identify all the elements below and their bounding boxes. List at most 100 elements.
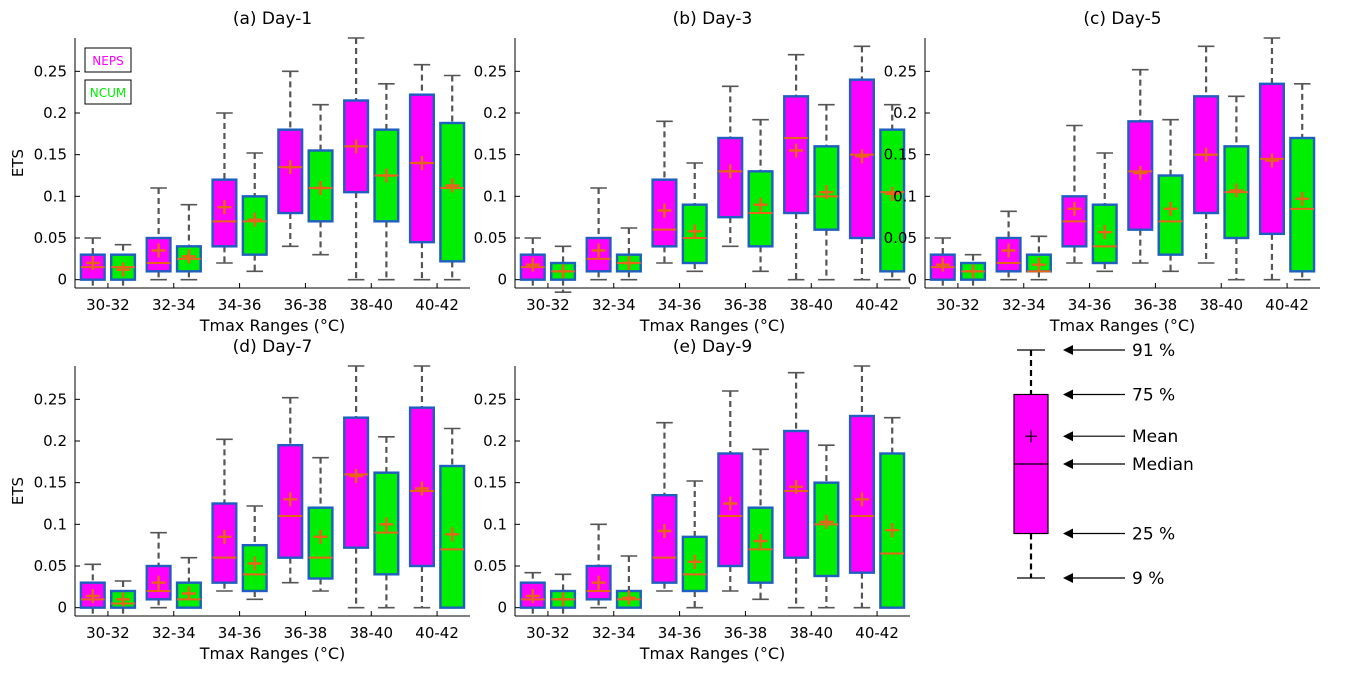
key-mean	[1025, 430, 1037, 443]
legend-ncum-label: NCUM	[90, 86, 127, 100]
y-tick-label: 0.1	[43, 515, 67, 533]
mean-marker	[819, 185, 834, 200]
legend-neps-box	[84, 47, 132, 73]
key-arrowhead	[1063, 431, 1073, 442]
mean-marker	[591, 243, 606, 258]
x-tick-label: 36-38	[724, 624, 768, 642]
mean-marker	[1001, 243, 1016, 258]
x-tick-label: 30-32	[86, 624, 130, 642]
y-tick-label: 0.2	[483, 104, 507, 122]
mean-marker	[151, 243, 166, 258]
mean-marker	[1097, 225, 1112, 240]
y-tick-label: 0.05	[474, 229, 507, 247]
box-ncum	[813, 481, 840, 578]
mean-marker	[116, 262, 131, 277]
key-arrowhead	[1063, 573, 1073, 583]
x-tick-label: 36-38	[284, 296, 328, 314]
y-tick-label: 0.2	[43, 104, 67, 122]
mean-marker	[1031, 257, 1046, 272]
y-tick-label: 0.25	[474, 62, 507, 80]
mean-marker	[379, 517, 394, 532]
mean-marker	[379, 168, 394, 183]
mean-marker	[854, 149, 869, 164]
x-tick-label: 32-34	[152, 624, 196, 642]
y-tick-label: 0.15	[884, 146, 917, 164]
mean-marker	[85, 589, 100, 603]
mean-marker	[753, 197, 768, 212]
x-axis-label: Tmax Ranges (°C)	[199, 316, 346, 335]
y-tick-label: 0.1	[483, 515, 507, 533]
y-tick-label: 0.1	[483, 187, 507, 205]
y-tick-label: 0.15	[474, 474, 507, 492]
panel-a: 0 0.05 0.1 0.15 0.2 0.25 30-32 32-34 34-36 36-38 3…	[9, 9, 470, 335]
y-tick-label: 0.05	[34, 229, 67, 247]
mean-marker	[445, 527, 460, 542]
chart-title: (d) Day-7	[233, 337, 313, 357]
panel-b: 0 0.05 0.1 0.15 0.2 0.25 30-32 32-34 34-36 36-38 3…	[474, 9, 910, 335]
x-axis-label: Tmax Ranges (°C)	[199, 644, 346, 663]
y-tick-label: 0	[57, 271, 67, 289]
legend-neps-label: NEPS	[92, 54, 123, 68]
mean-marker	[885, 186, 900, 201]
x-tick-label: 38-40	[349, 624, 393, 642]
x-tick-label: 34-36	[1068, 296, 1112, 314]
mean-marker	[1264, 153, 1279, 168]
mean-marker	[1163, 201, 1178, 216]
x-tick-label: 34-36	[658, 296, 702, 314]
x-tick-label: 32-34	[592, 296, 636, 314]
mean-marker	[789, 143, 804, 158]
y-tick-label: 0.25	[884, 62, 917, 80]
mean-marker	[621, 256, 636, 270]
mean-marker	[657, 524, 672, 538]
mean-marker	[414, 156, 429, 170]
x-tick-label: 40-42	[855, 296, 899, 314]
mean-marker	[723, 496, 738, 511]
mean-marker	[217, 200, 232, 215]
y-tick-label: 0	[907, 271, 917, 289]
y-tick-label: 0.15	[34, 146, 67, 164]
x-tick-label: 38-40	[789, 296, 833, 314]
panel-e: 0 0.05 0.1 0.15 0.2 0.25 30-32 32-34 34-36 36-38 3…	[474, 337, 910, 663]
key-arrowhead	[1063, 459, 1073, 469]
mean-marker	[349, 139, 364, 154]
y-tick-label: 0.2	[893, 104, 917, 122]
mean-marker	[217, 529, 232, 544]
mean-marker	[556, 264, 571, 279]
y-tick-label: 0.15	[474, 146, 507, 164]
mean-marker	[885, 523, 900, 538]
chart-title: (a) Day-1	[233, 9, 312, 29]
box-neps	[651, 493, 678, 584]
mean-marker	[1199, 147, 1214, 162]
key-label-q1: 25 %	[1132, 525, 1175, 545]
mean-marker	[247, 556, 262, 571]
y-tick-label: 0.25	[474, 390, 507, 408]
mean-marker	[85, 256, 100, 270]
mean-marker	[819, 514, 834, 529]
mean-marker	[283, 492, 298, 507]
x-tick-label: 38-40	[1199, 296, 1243, 314]
key-label-w_high: 91 %	[1132, 341, 1175, 361]
chart-title: (b) Day-3	[673, 9, 753, 29]
mean-marker	[935, 257, 950, 272]
mean-marker	[657, 203, 672, 218]
y-tick-label: 0.25	[34, 62, 67, 80]
mean-marker	[687, 554, 702, 569]
mean-marker	[556, 592, 571, 607]
x-axis-label: Tmax Ranges (°C)	[639, 644, 786, 663]
x-tick-label: 34-36	[658, 624, 702, 642]
mean-marker	[854, 492, 869, 507]
y-tick-label: 0	[497, 271, 507, 289]
mean-marker	[313, 529, 328, 544]
x-tick-label: 36-38	[1134, 296, 1178, 314]
mean-marker	[1229, 183, 1244, 198]
chart-title: (c) Day-5	[1083, 9, 1161, 29]
y-tick-label: 0.2	[483, 432, 507, 450]
panel-key: 91 % 75 % Mean Median 25 % 9 %	[1013, 341, 1194, 589]
x-tick-label: 32-34	[592, 624, 636, 642]
x-tick-label: 40-42	[855, 624, 899, 642]
x-tick-label: 38-40	[789, 624, 833, 642]
x-tick-label: 40-42	[1265, 296, 1309, 314]
mean-marker	[723, 164, 738, 179]
y-tick-label: 0	[497, 599, 507, 617]
mean-marker	[181, 249, 196, 264]
